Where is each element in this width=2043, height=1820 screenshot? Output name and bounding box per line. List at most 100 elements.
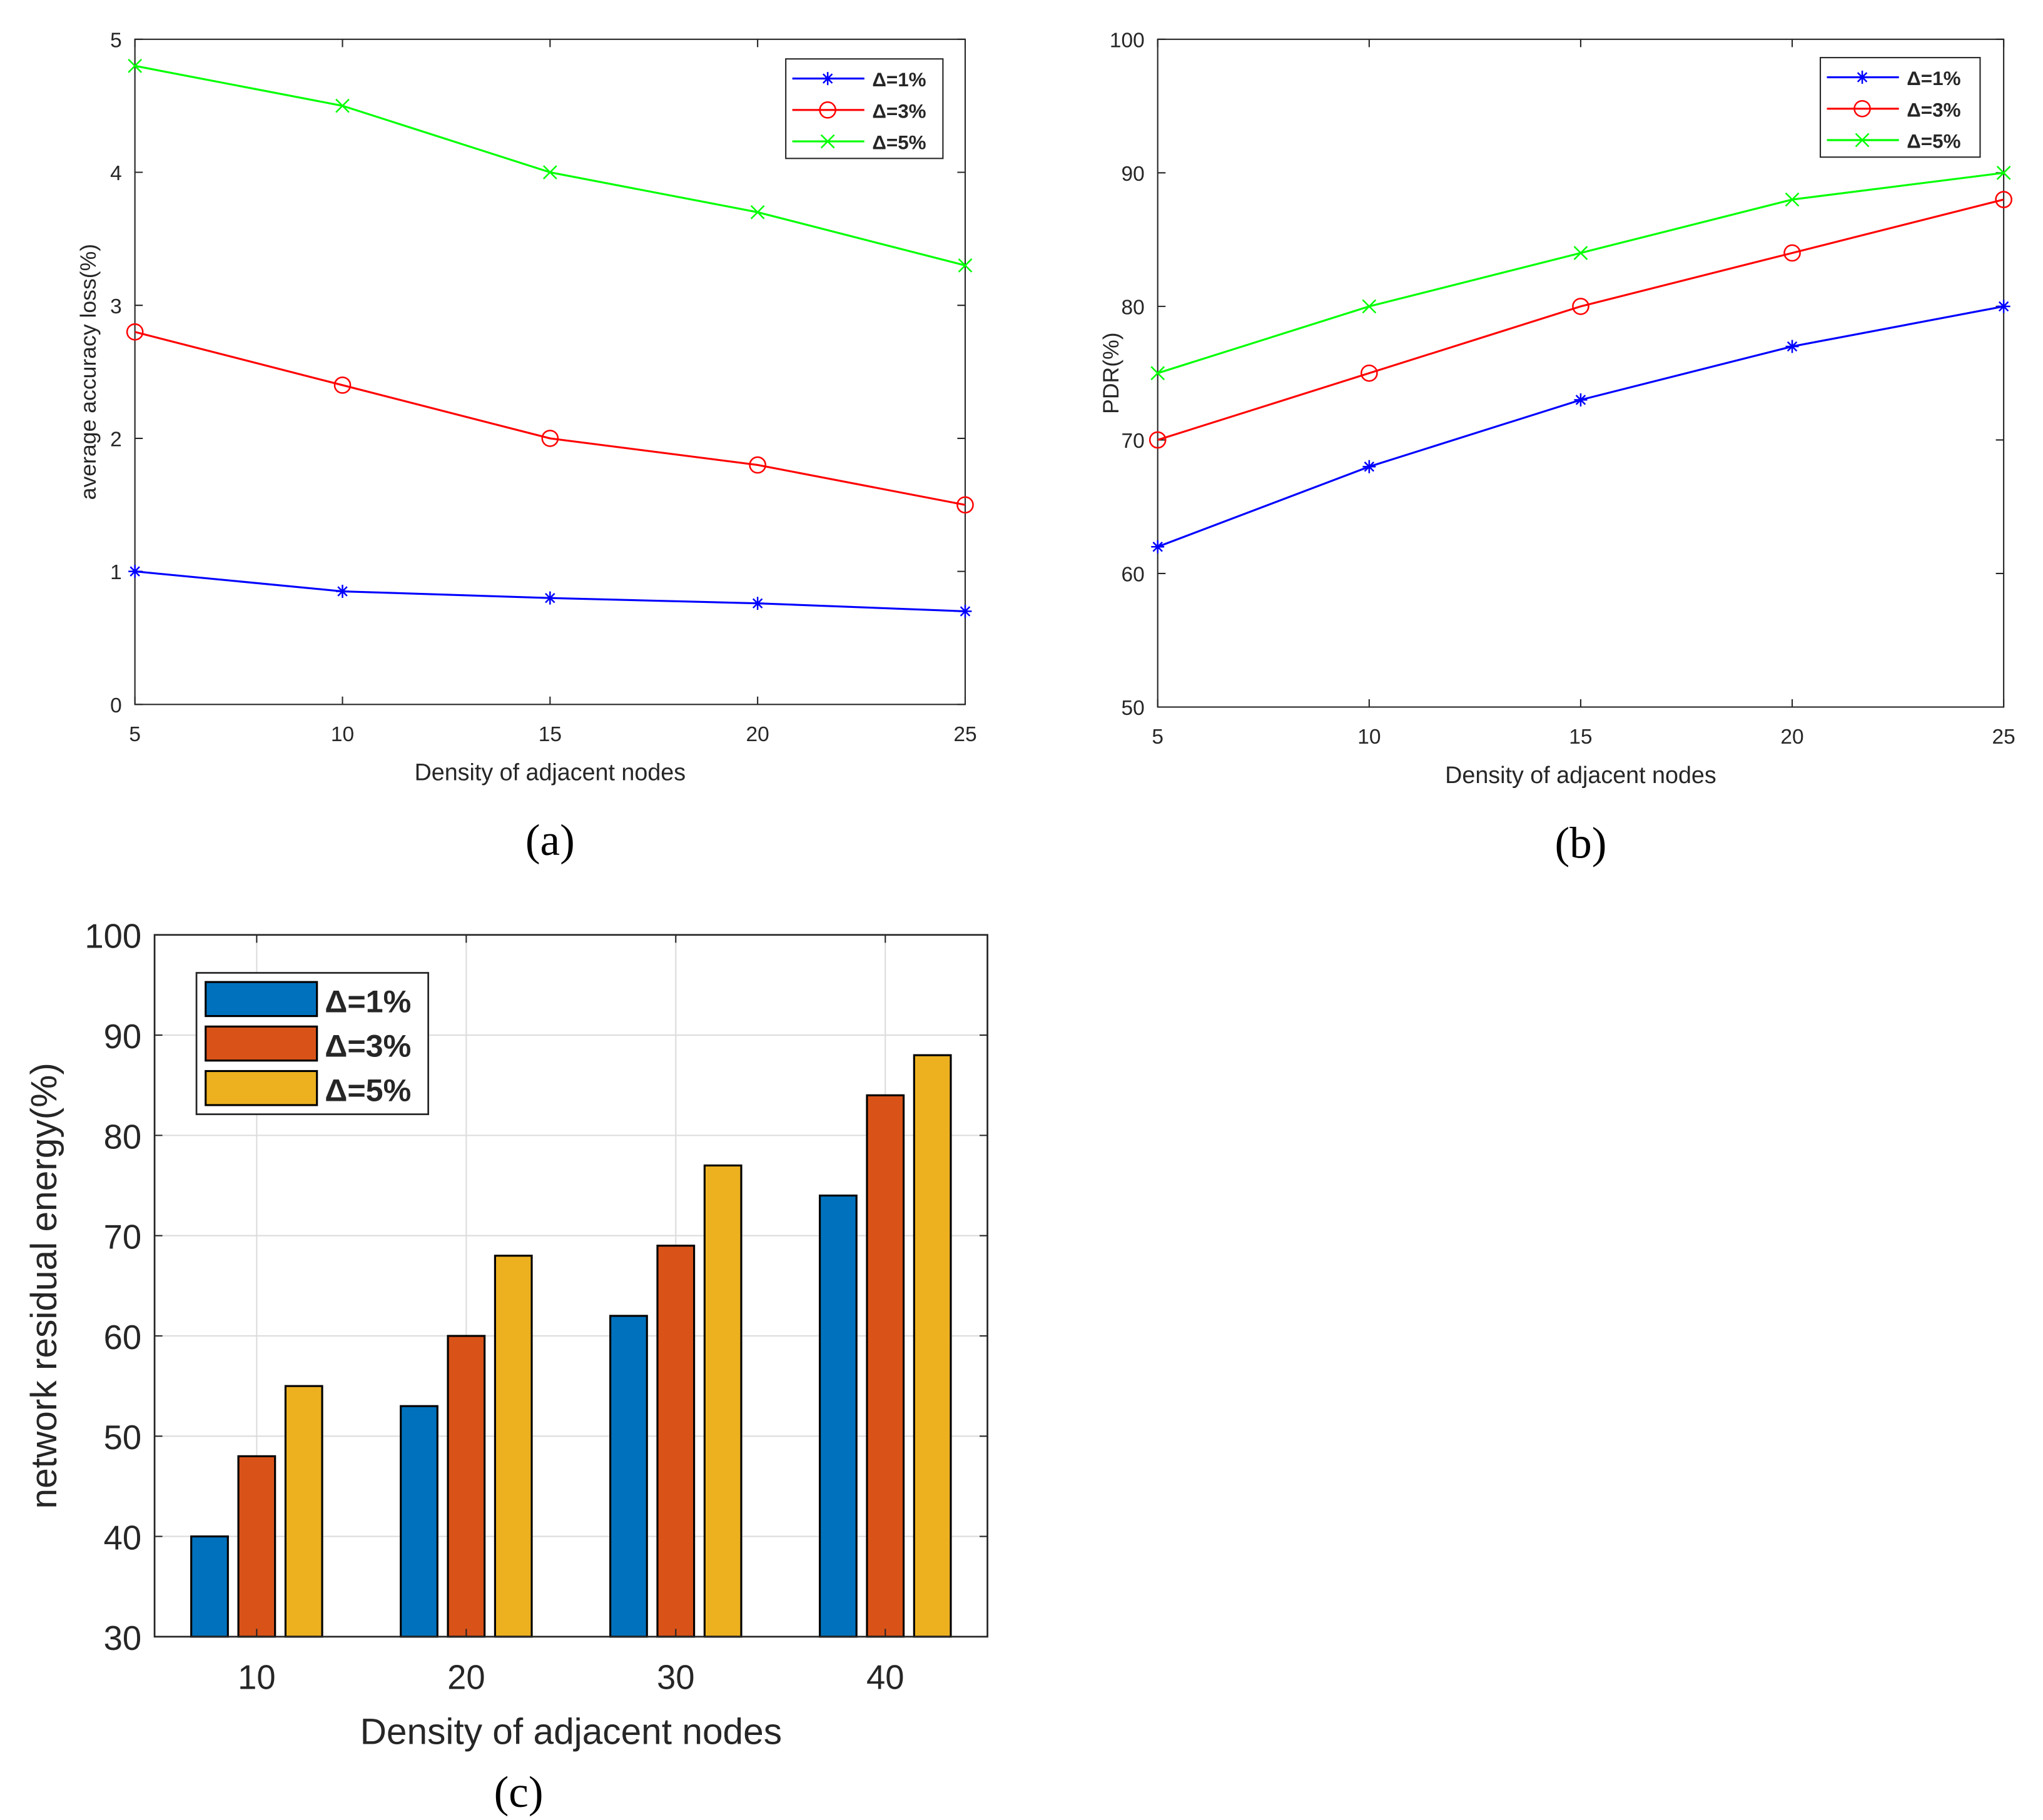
legend-swatch bbox=[205, 981, 318, 1018]
y-tick-label: 80 bbox=[104, 1118, 142, 1156]
star-marker bbox=[1362, 460, 1376, 473]
y-tick-label: 70 bbox=[104, 1218, 142, 1256]
x-marker bbox=[542, 165, 557, 179]
star-marker bbox=[1855, 71, 1869, 84]
series-1 bbox=[190, 1194, 858, 1638]
y-tick-label: 100 bbox=[1110, 29, 1145, 52]
x-axis-label: Density of adjacent nodes bbox=[360, 1712, 782, 1752]
x-tick-label: 15 bbox=[539, 723, 562, 746]
legend-label: Δ=5% bbox=[872, 132, 926, 154]
panel-caption: (a) bbox=[525, 816, 575, 865]
x-tick-label: 10 bbox=[331, 723, 354, 746]
legend-label: Δ=3% bbox=[872, 100, 926, 122]
y-axis-label: average accuracy loss(%) bbox=[76, 244, 101, 500]
circle-marker bbox=[819, 101, 836, 119]
x-tick-label: 40 bbox=[866, 1659, 905, 1697]
circle-marker bbox=[749, 456, 766, 474]
circle-marker bbox=[333, 377, 352, 394]
x-marker bbox=[820, 134, 835, 149]
circle-marker bbox=[1853, 99, 1871, 118]
series-1 bbox=[128, 565, 972, 618]
y-axis-label: PDR(%) bbox=[1098, 332, 1123, 413]
x-tick-label: 5 bbox=[129, 723, 141, 746]
bar bbox=[190, 1535, 229, 1638]
bar bbox=[400, 1405, 439, 1638]
y-tick-label: 3 bbox=[110, 295, 122, 318]
star-marker bbox=[1151, 540, 1165, 554]
bar bbox=[237, 1455, 276, 1638]
legend: Δ=1% Δ=3% Δ=5% bbox=[1820, 57, 1981, 158]
x-marker bbox=[958, 258, 973, 273]
star-marker bbox=[543, 591, 557, 605]
x-axis-label: Density of adjacent nodes bbox=[415, 759, 686, 786]
y-tick-label: 90 bbox=[1122, 163, 1145, 186]
bar bbox=[913, 1054, 952, 1638]
circle-marker bbox=[541, 430, 559, 447]
circle-marker bbox=[1361, 364, 1378, 382]
circle-marker bbox=[1572, 298, 1589, 315]
bar-chart-c: 30 40 50 60 70 80 90 100 10 20 30 40 Density of adja… bbox=[24, 918, 988, 1817]
star-marker bbox=[1785, 340, 1799, 353]
legend: Δ=1% Δ=3% Δ=5% bbox=[785, 58, 944, 159]
y-tick-label: 30 bbox=[104, 1619, 142, 1657]
series-2 bbox=[1148, 191, 2012, 449]
star-marker bbox=[1997, 300, 2010, 313]
bar bbox=[703, 1164, 743, 1638]
legend-label: Δ=1% bbox=[325, 984, 411, 1019]
legend-label: Δ=3% bbox=[1907, 99, 1960, 121]
circle-marker bbox=[126, 323, 144, 341]
y-axis-label: network residual energy(%) bbox=[24, 1063, 64, 1509]
circle-marker bbox=[1995, 191, 2012, 208]
x-tick-label: 20 bbox=[746, 723, 769, 746]
bar bbox=[819, 1194, 858, 1638]
series-line bbox=[134, 331, 966, 506]
legend: Δ=1% Δ=3% Δ=5% bbox=[195, 972, 429, 1115]
y-tick-label: 50 bbox=[1122, 697, 1145, 720]
x-marker bbox=[1362, 299, 1377, 314]
bar bbox=[494, 1255, 533, 1638]
x-tick-label: 30 bbox=[657, 1659, 695, 1697]
legend-label: Δ=1% bbox=[1907, 68, 1960, 89]
y-tick-label: 100 bbox=[84, 918, 141, 956]
series-line bbox=[1157, 198, 2004, 441]
x-marker bbox=[1996, 165, 2011, 180]
star-marker bbox=[751, 597, 764, 610]
star-marker bbox=[1574, 393, 1588, 407]
x-marker bbox=[128, 58, 143, 73]
y-tick-label: 80 bbox=[1122, 296, 1145, 319]
y-tick-label: 4 bbox=[110, 162, 122, 185]
legend-label: Δ=5% bbox=[1907, 131, 1960, 153]
bar bbox=[609, 1315, 648, 1638]
bar bbox=[447, 1335, 486, 1638]
x-tick-label: 25 bbox=[953, 723, 976, 746]
star-marker bbox=[821, 72, 834, 86]
line-chart-b: 5 10 15 20 25 50 60 70 80 90 100 Density of adjacen… bbox=[1098, 29, 2015, 867]
y-tick-label: 60 bbox=[104, 1318, 142, 1357]
bar bbox=[866, 1094, 905, 1638]
y-tick-label: 50 bbox=[104, 1418, 142, 1457]
series-2 bbox=[126, 323, 974, 514]
x-marker bbox=[1150, 366, 1165, 381]
x-tick-label: 25 bbox=[1992, 725, 2015, 749]
y-tick-label: 70 bbox=[1122, 430, 1145, 453]
legend-swatch bbox=[205, 1069, 318, 1106]
circle-marker bbox=[956, 496, 974, 514]
x-marker bbox=[750, 205, 765, 220]
star-marker bbox=[128, 565, 142, 579]
line-chart-a: 5 10 15 20 25 0 1 2 3 4 5 Density of adjacent nodes… bbox=[76, 29, 977, 865]
x-marker bbox=[1573, 246, 1588, 260]
star-marker bbox=[336, 585, 349, 598]
x-marker bbox=[1855, 133, 1870, 148]
bar bbox=[656, 1245, 696, 1638]
star-marker bbox=[958, 604, 972, 618]
x-tick-label: 20 bbox=[447, 1659, 485, 1697]
panel-caption: (c) bbox=[494, 1768, 544, 1817]
x-axis-label: Density of adjacent nodes bbox=[1445, 762, 1716, 788]
x-tick-label: 5 bbox=[1152, 725, 1163, 749]
plot-border bbox=[153, 934, 988, 1638]
legend-swatch bbox=[205, 1025, 318, 1062]
x-tick-label: 10 bbox=[238, 1659, 276, 1697]
y-tick-label: 40 bbox=[104, 1519, 142, 1557]
circle-marker bbox=[1148, 431, 1167, 449]
